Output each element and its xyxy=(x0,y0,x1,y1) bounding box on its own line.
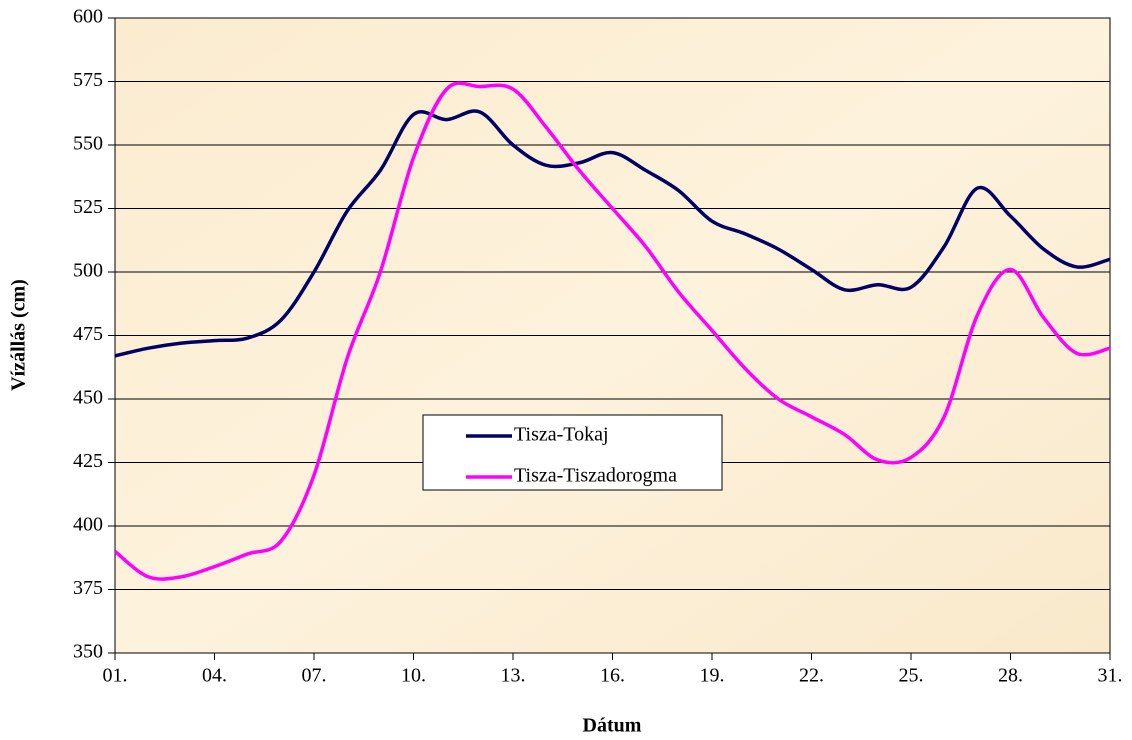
legend-label: Tisza-Tokaj xyxy=(514,424,609,446)
y-tick-label: 475 xyxy=(73,323,103,345)
y-tick-label: 350 xyxy=(73,641,103,663)
x-tick-label: 22. xyxy=(799,665,824,687)
y-tick-label: 400 xyxy=(73,514,103,536)
x-axis-label: Dátum xyxy=(583,715,642,737)
y-tick-label: 375 xyxy=(73,577,103,599)
x-tick-label: 31. xyxy=(1098,665,1123,687)
x-tick-label: 16. xyxy=(600,665,625,687)
y-tick-label: 500 xyxy=(73,260,103,282)
y-tick-label: 600 xyxy=(73,6,103,28)
y-tick-label: 450 xyxy=(73,387,103,409)
legend-label: Tisza-Tiszadorogma xyxy=(514,465,677,487)
y-axis-label: Vízállás (cm) xyxy=(8,279,30,391)
x-tick-label: 13. xyxy=(501,665,526,687)
x-tick-label: 10. xyxy=(401,665,426,687)
series-line xyxy=(114,109,1111,358)
y-tick-label: 550 xyxy=(73,133,103,155)
x-tick-label: 28. xyxy=(998,665,1023,687)
y-tick-label: 575 xyxy=(73,69,103,91)
y-tick-label: 525 xyxy=(73,196,103,218)
x-tick-label: 01. xyxy=(103,665,128,687)
x-tick-label: 25. xyxy=(899,665,924,687)
x-tick-label: 19. xyxy=(700,665,725,687)
series-line xyxy=(113,81,1111,581)
y-tick-label: 425 xyxy=(73,450,103,472)
x-tick-label: 04. xyxy=(202,665,227,687)
x-tick-label: 07. xyxy=(302,665,327,687)
